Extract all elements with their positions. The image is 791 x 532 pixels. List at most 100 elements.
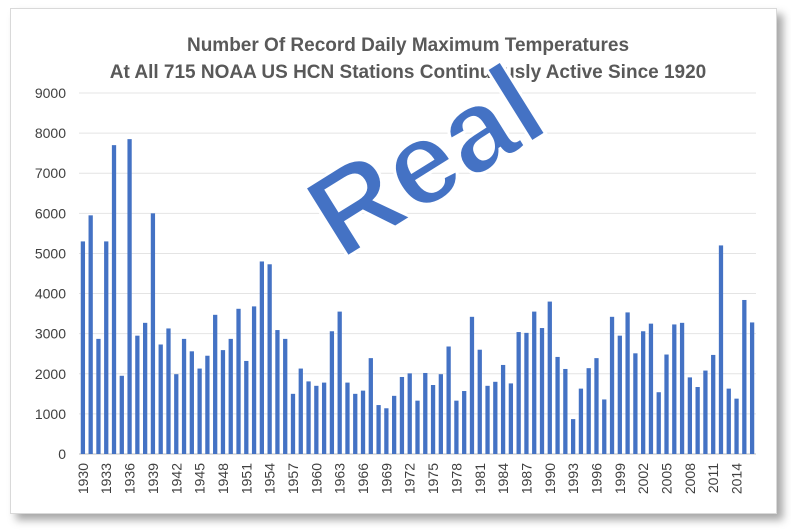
chart-frame: Number Of Record Daily Maximum Temperatu…: [10, 8, 777, 514]
bar-1982: [485, 385, 490, 454]
bar-1965: [353, 393, 358, 454]
bar-1977: [446, 346, 451, 454]
bar-2005: [664, 354, 669, 454]
y-tick-label: 1000: [35, 406, 66, 422]
bar-1978: [454, 400, 459, 454]
bar-1986: [516, 332, 521, 454]
bar-1996: [594, 358, 599, 454]
bar-1939: [150, 213, 156, 454]
x-tick-label: 1966: [355, 463, 371, 494]
x-tick-label: 1930: [75, 463, 91, 494]
bar-2004: [656, 392, 661, 454]
x-tick-label: 1948: [215, 463, 231, 494]
bars: [80, 139, 755, 454]
bar-1989: [539, 328, 545, 454]
y-axis-tick-labels: 0 1000 2000 3000 4000 5000 6000 7000 8000 9000: [35, 85, 66, 462]
bar-1979: [462, 391, 467, 454]
bar-1931: [88, 215, 93, 454]
chart-subtitle: At All 715 NOAA US HCN Stations Continuo…: [110, 62, 707, 83]
x-tick-label: 1957: [285, 463, 301, 494]
y-tick-label: 9000: [35, 85, 66, 101]
bar-1968: [376, 405, 381, 454]
bar-1940: [158, 344, 163, 454]
x-tick-label: 2005: [659, 463, 675, 494]
x-tick-label: 1996: [588, 463, 604, 494]
bar-1993: [570, 419, 576, 454]
x-tick-label: 1960: [308, 463, 324, 494]
bar-1987: [524, 332, 529, 454]
x-tick-label: 1933: [98, 463, 114, 494]
bar-1945: [197, 368, 202, 454]
bar-1991: [555, 356, 560, 454]
bar-1959: [306, 381, 311, 454]
y-tick-label: 5000: [35, 245, 66, 261]
bar-1974: [423, 372, 428, 454]
y-tick-label: 2000: [35, 366, 66, 382]
x-tick-label: 1945: [192, 463, 208, 494]
bar-1953: [259, 261, 265, 454]
bar-1966: [360, 390, 366, 454]
bar-2007: [679, 322, 685, 454]
y-tick-label: 4000: [35, 286, 66, 302]
bar-2015: [742, 299, 747, 454]
bar-1957: [290, 393, 296, 454]
bar-1988: [532, 311, 537, 454]
bar-1962: [329, 331, 335, 454]
bar-1950: [236, 308, 241, 454]
x-tick-label: 2014: [729, 463, 745, 494]
bar-1969: [384, 408, 389, 454]
y-tick-label: 6000: [35, 205, 66, 221]
x-tick-label: 1954: [262, 463, 278, 494]
bar-1981: [477, 349, 482, 454]
x-tick-label: 1993: [565, 463, 581, 494]
bar-1949: [228, 338, 233, 454]
bar-1937: [135, 335, 140, 454]
bar-2008: [687, 377, 692, 454]
x-tick-label: 1975: [425, 463, 441, 494]
x-tick-label: 1969: [378, 463, 394, 494]
bar-1984: [500, 364, 506, 454]
bar-1933: [104, 241, 109, 454]
bar-1972: [407, 373, 412, 454]
bar-2010: [703, 370, 708, 454]
bar-1938: [143, 322, 148, 454]
y-tick-label: 8000: [35, 125, 66, 141]
y-tick-label: 3000: [35, 326, 66, 342]
bar-2000: [625, 312, 630, 454]
x-tick-label: 2002: [635, 463, 651, 494]
bar-chart: Number Of Record Daily Maximum Temperatu…: [35, 35, 756, 494]
bar-2002: [641, 331, 646, 454]
x-tick-label: 1972: [402, 463, 418, 494]
x-axis-tick-labels: 1930 1933 1936 1939 1942 1945 1948 1951 1954 1957…: [75, 463, 745, 494]
bar-1994: [578, 388, 584, 454]
bar-1934: [111, 145, 117, 454]
bar-1985: [508, 383, 514, 454]
bar-1961: [321, 382, 327, 454]
bar-1958: [298, 368, 303, 454]
x-tick-label: 1951: [238, 463, 254, 494]
bar-1975: [430, 385, 436, 454]
x-tick-label: 1939: [145, 463, 161, 494]
x-tick-label: 2011: [705, 463, 721, 493]
bar-1976: [438, 374, 443, 454]
bar-1971: [399, 376, 405, 454]
bar-1967: [368, 358, 373, 454]
bar-1973: [415, 400, 420, 454]
x-tick-label: 1963: [332, 463, 348, 494]
x-tick-label: 1987: [518, 463, 534, 494]
bar-1970: [392, 395, 397, 454]
bar-1955: [275, 330, 280, 454]
bar-1954: [267, 264, 272, 454]
x-tick-label: 1942: [168, 463, 184, 494]
x-tick-label: 1984: [495, 463, 511, 494]
bar-2006: [672, 324, 677, 454]
bar-1943: [181, 338, 187, 454]
bar-1995: [586, 368, 591, 454]
bar-2001: [633, 353, 638, 454]
bar-1942: [174, 374, 179, 454]
bar-1997: [602, 399, 607, 454]
bar-1941: [166, 328, 171, 454]
bar-1956: [283, 338, 288, 454]
bar-1992: [563, 368, 568, 454]
bar-2011: [711, 354, 716, 454]
